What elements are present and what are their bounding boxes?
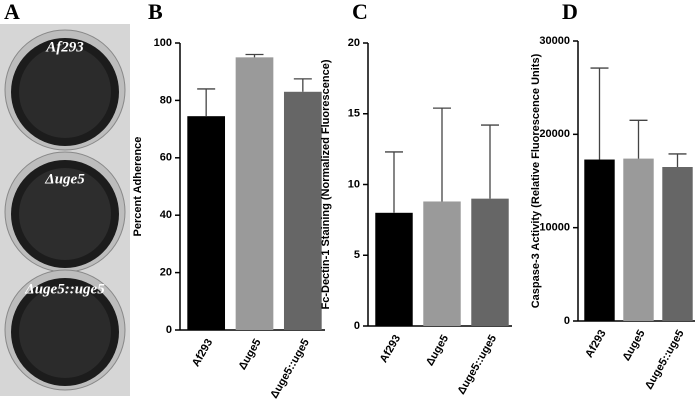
x-tick-label: Δuge5 [620, 328, 647, 363]
panel-letter: B [148, 0, 163, 24]
bar [187, 116, 226, 330]
bar [584, 159, 615, 321]
error-bar [668, 153, 687, 167]
x-tick-label: Δuge5::uge5 [268, 337, 312, 401]
y-tick-label: 0 [166, 324, 172, 336]
y-axis-label: Percent Adherence [132, 137, 144, 237]
well [4, 29, 126, 151]
bar [235, 57, 274, 330]
y-tick-label: 10 [348, 178, 360, 190]
panel-letter: A [4, 0, 20, 24]
y-axis-label: Fc-Dectin-1 Staining (Normalized Fluores… [320, 59, 332, 309]
error-bar [481, 124, 499, 199]
y-tick-label: 10000 [539, 222, 570, 234]
panel-letter: C [352, 0, 368, 24]
y-tick-label: 100 [154, 37, 172, 49]
well [4, 269, 126, 391]
well-label: Δuge5::uge5 [24, 281, 105, 297]
x-tick-label: Δuge5 [236, 337, 263, 372]
bar [623, 158, 654, 321]
x-tick-label: Af293 [583, 328, 608, 360]
bar [471, 198, 509, 326]
error-bar [385, 151, 403, 213]
error-bar [433, 107, 451, 202]
y-tick-label: 80 [160, 94, 172, 106]
y-tick-label: 30000 [539, 35, 570, 47]
panel-letter: D [562, 0, 578, 24]
x-tick-label: Δuge5::uge5 [455, 333, 499, 397]
x-tick-label: Af293 [190, 337, 215, 369]
x-tick-label: Δuge5 [424, 333, 451, 368]
error-bar [197, 88, 216, 117]
bar [375, 212, 413, 326]
y-tick-label: 20 [160, 267, 172, 279]
y-tick-label: 0 [354, 320, 360, 332]
y-tick-label: 60 [160, 152, 172, 164]
bar [423, 201, 461, 326]
x-tick-label: Δuge5::uge5 [643, 328, 687, 392]
y-tick-label: 5 [354, 249, 360, 261]
y-tick-label: 40 [160, 209, 172, 221]
y-tick-label: 20 [348, 37, 360, 49]
error-bar [590, 67, 609, 160]
well-label: Δuge5 [44, 171, 85, 187]
error-bar [245, 53, 264, 58]
well [4, 151, 126, 273]
bar [662, 167, 693, 321]
error-bar [293, 78, 312, 92]
y-tick-label: 15 [348, 108, 360, 120]
x-tick-label: Af293 [378, 333, 403, 365]
y-tick-label: 0 [564, 315, 570, 327]
error-bar [629, 119, 648, 159]
y-tick-label: 20000 [539, 128, 570, 140]
bar [283, 91, 322, 330]
y-axis-label: Caspase-3 Activity (Relative Fluorescenc… [530, 53, 542, 308]
well-label: Af293 [45, 39, 84, 55]
